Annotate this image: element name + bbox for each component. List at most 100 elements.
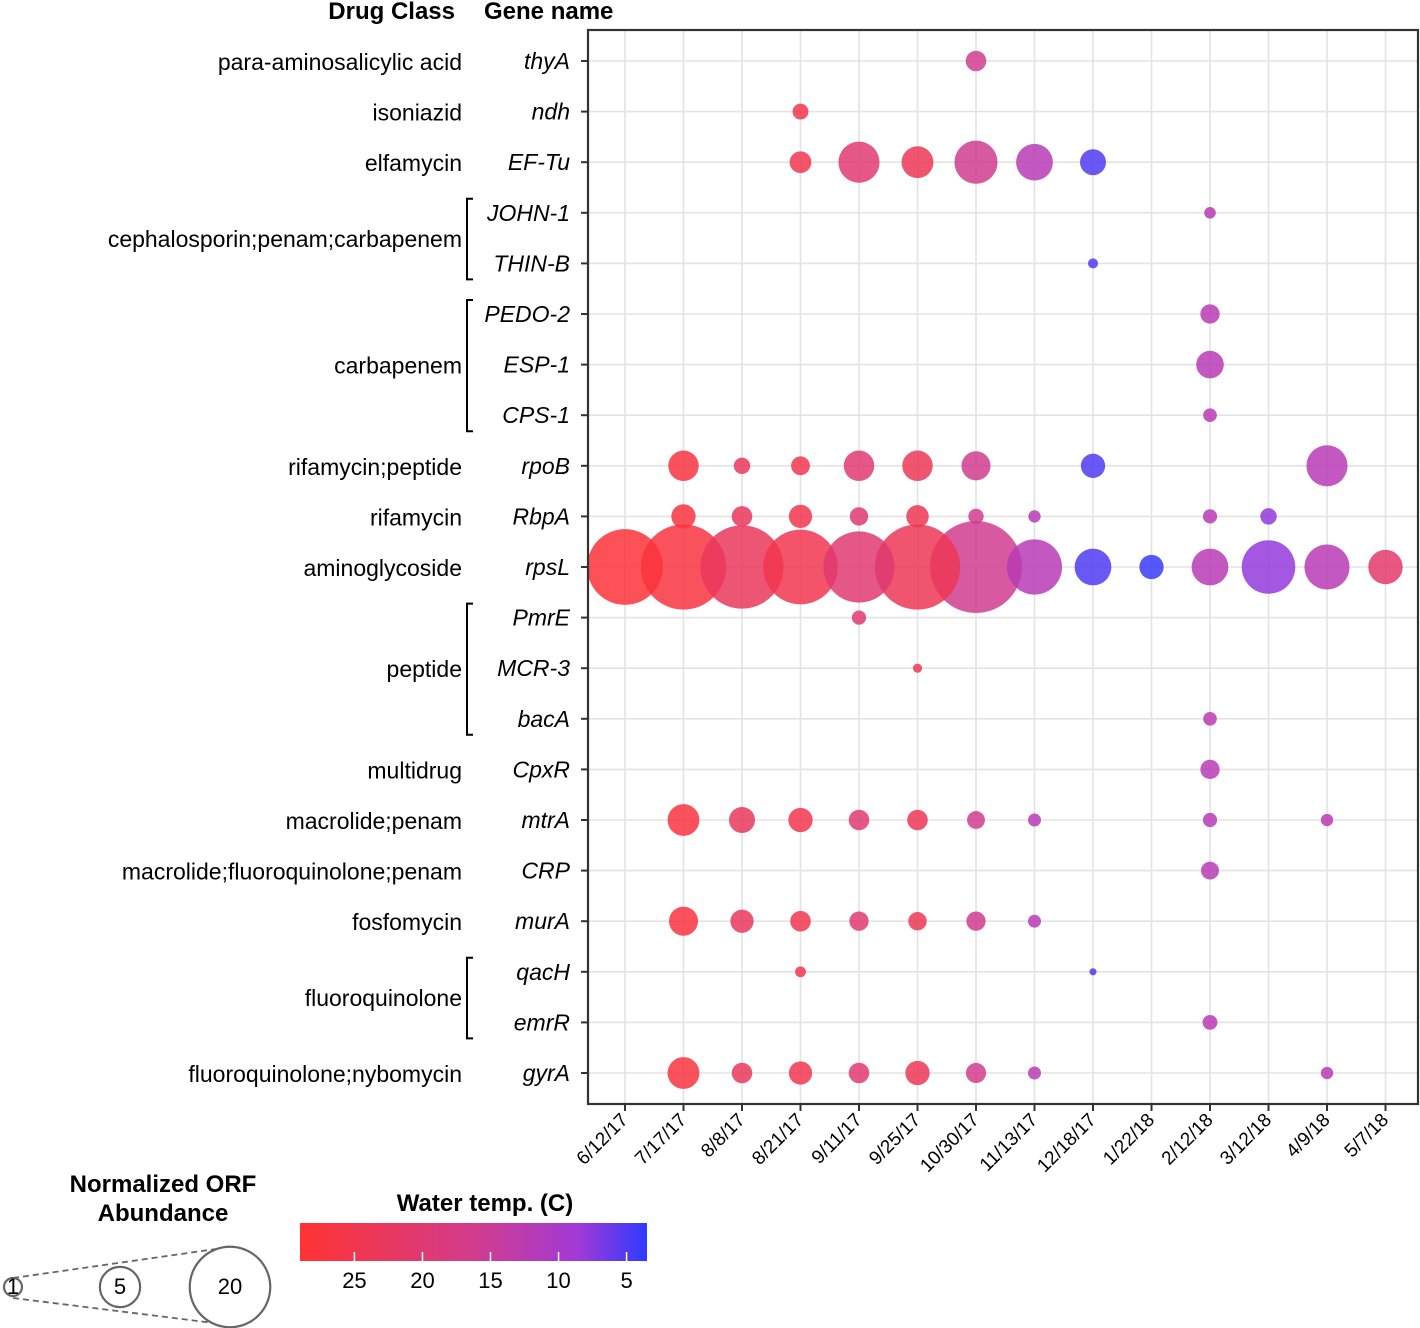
gene-label-PEDO-2: PEDO-2: [484, 301, 570, 327]
gene-label-CPS-1: CPS-1: [502, 402, 570, 428]
x-label: 12/18/17: [1033, 1110, 1100, 1177]
bubble-RbpA-8-8-17: [731, 506, 753, 527]
color-legend-tick-label: 15: [478, 1268, 502, 1293]
x-axis-ticks: [624, 1104, 1387, 1111]
gene-label-MCR-3: MCR-3: [497, 655, 570, 681]
bubble-EF-Tu-8-21-17: [789, 151, 812, 174]
bubble-ESP-1-2-12-18: [1196, 350, 1224, 379]
gene-label-rpoB: rpoB: [521, 453, 570, 479]
bubble-mtrA-9-11-17: [848, 809, 870, 831]
gene-label-CRP: CRP: [521, 858, 570, 884]
bubble-CRP-2-12-18: [1201, 861, 1219, 880]
bubble-mtrA-9-25-17: [907, 809, 928, 831]
size-legend-circle-20: [188, 1245, 272, 1328]
class-bracket: [466, 299, 473, 433]
bubble-RbpA-9-11-17: [849, 507, 869, 526]
color-legend-tick-label: 20: [410, 1268, 434, 1293]
bubble-THIN-B-12-18-17: [1087, 258, 1099, 269]
gene-label-mtrA: mtrA: [521, 807, 570, 833]
bubble-rpsL-5-7-18: [1368, 549, 1403, 585]
class-label: isoniazid: [373, 100, 463, 126]
class-bracket: [466, 956, 473, 1040]
class-label: fosfomycin: [352, 909, 462, 935]
bubble-RbpA-11-13-17: [1028, 510, 1041, 523]
gene-label-rpsL: rpsL: [525, 554, 570, 580]
class-label: rifamycin: [370, 504, 462, 530]
gene-label-ndh: ndh: [532, 99, 570, 125]
bubble-PmrE-9-11-17: [851, 610, 867, 625]
gene-label-RbpA: RbpA: [512, 503, 570, 529]
bubble-rpoB-7-17-17: [668, 450, 699, 482]
color-legend-tick-label: 10: [546, 1268, 570, 1293]
bubble-mtrA-2-12-18: [1202, 812, 1218, 828]
bubble-rpsL-1-22-18: [1139, 554, 1164, 580]
bubble-RbpA-10-30-17: [968, 508, 984, 525]
header-drug-class: Drug Class: [328, 0, 455, 25]
bubble-rpsL-8-8-17: [700, 525, 784, 609]
bubble-RbpA-2-12-18: [1202, 509, 1218, 524]
bubble-EF-Tu-11-13-17: [1016, 143, 1053, 181]
class-brackets: [466, 197, 473, 1040]
x-label: 9/25/17: [865, 1110, 925, 1170]
size-legend-circle-5: [98, 1265, 142, 1309]
bubble-RbpA-8-21-17: [788, 504, 813, 529]
gene-label-gyrA: gyrA: [523, 1060, 570, 1086]
bubble-murA-8-8-17: [730, 909, 754, 933]
gene-label-PmrE: PmrE: [513, 605, 571, 631]
color-legend-bar: [300, 1223, 647, 1261]
gene-label-murA: murA: [515, 908, 570, 934]
gene-label-CpxR: CpxR: [512, 756, 570, 782]
bubble-gyrA-8-8-17: [731, 1062, 753, 1084]
x-label: 11/13/17: [976, 1110, 1042, 1176]
class-label: macrolide;penam: [286, 808, 462, 834]
bubble-qacH-8-21-17: [795, 966, 806, 978]
class-label: elfamycin: [365, 150, 462, 176]
bubble-rpsL-8-21-17: [763, 529, 838, 605]
bubble-rpoB-4-9-18: [1306, 445, 1348, 487]
bubble-murA-7-17-17: [668, 906, 699, 936]
x-label: 1/22/18: [1099, 1110, 1159, 1170]
bubble-rpoB-8-21-17: [791, 456, 810, 476]
x-label: 7/17/17: [631, 1110, 691, 1170]
x-label: 2/12/18: [1158, 1110, 1218, 1170]
class-labels: para-aminosalicylic acid isoniazid elfamyc…: [108, 49, 462, 1087]
class-label: multidrug: [367, 757, 462, 783]
bubble-rpsL-4-9-18: [1304, 544, 1350, 590]
size-legend-title-1: Normalized ORF: [70, 1171, 257, 1198]
bubble-rpoB-9-11-17: [843, 450, 875, 482]
gene-label-bacA: bacA: [518, 706, 570, 732]
bubble-rpsL-11-13-17: [1006, 539, 1063, 595]
bubble-murA-8-21-17: [790, 910, 811, 932]
x-axis-labels: 6/12/177/17/17 8/8/178/21/17 9/11/179/25/1…: [573, 1110, 1393, 1177]
bubble-murA-9-11-17: [849, 911, 869, 931]
bubble-rpsL-7-17-17: [640, 524, 727, 610]
bubble-MCR-3-9-25-17: [912, 663, 923, 673]
class-label: carbapenem: [334, 353, 462, 379]
bubble-thyA-10-30-17: [965, 50, 987, 72]
bubble-qacH-12-18-17: [1089, 968, 1097, 976]
bubble-murA-10-30-17: [966, 911, 986, 931]
bubble-bacA-2-12-18: [1203, 711, 1217, 726]
gene-label-EF-Tu: EF-Tu: [508, 149, 570, 175]
bubble-emrR-2-12-18: [1202, 1014, 1218, 1030]
class-label: aminoglycoside: [303, 555, 462, 581]
x-label: 8/21/17: [748, 1110, 808, 1170]
bubble-mtrA-8-21-17: [788, 807, 813, 833]
gene-labels: thyA ndh EF-Tu JOHN-1 THIN-B PEDO-2 ESP-1 CPS-1…: [484, 48, 570, 1086]
bubble-EF-Tu-10-30-17: [954, 140, 998, 184]
x-label: 3/12/18: [1216, 1110, 1276, 1170]
bubble-JOHN-1-2-12-18: [1204, 206, 1216, 219]
bubble-murA-9-25-17: [908, 912, 927, 931]
gene-label-JOHN-1: JOHN-1: [486, 200, 570, 226]
size-legend-label-1: 1: [7, 1274, 19, 1299]
bubbles: [587, 50, 1403, 1089]
bubble-mtrA-8-8-17: [729, 807, 755, 833]
class-bracket: [466, 602, 473, 736]
bubble-EF-Tu-9-25-17: [901, 146, 934, 179]
bubble-gyrA-11-13-17: [1028, 1066, 1041, 1080]
bubble-gyrA-10-30-17: [965, 1062, 987, 1084]
bubble-rpsL-9-25-17: [874, 524, 961, 610]
size-legend-label-20: 20: [218, 1274, 242, 1299]
bubble-CpxR-2-12-18: [1200, 759, 1220, 780]
